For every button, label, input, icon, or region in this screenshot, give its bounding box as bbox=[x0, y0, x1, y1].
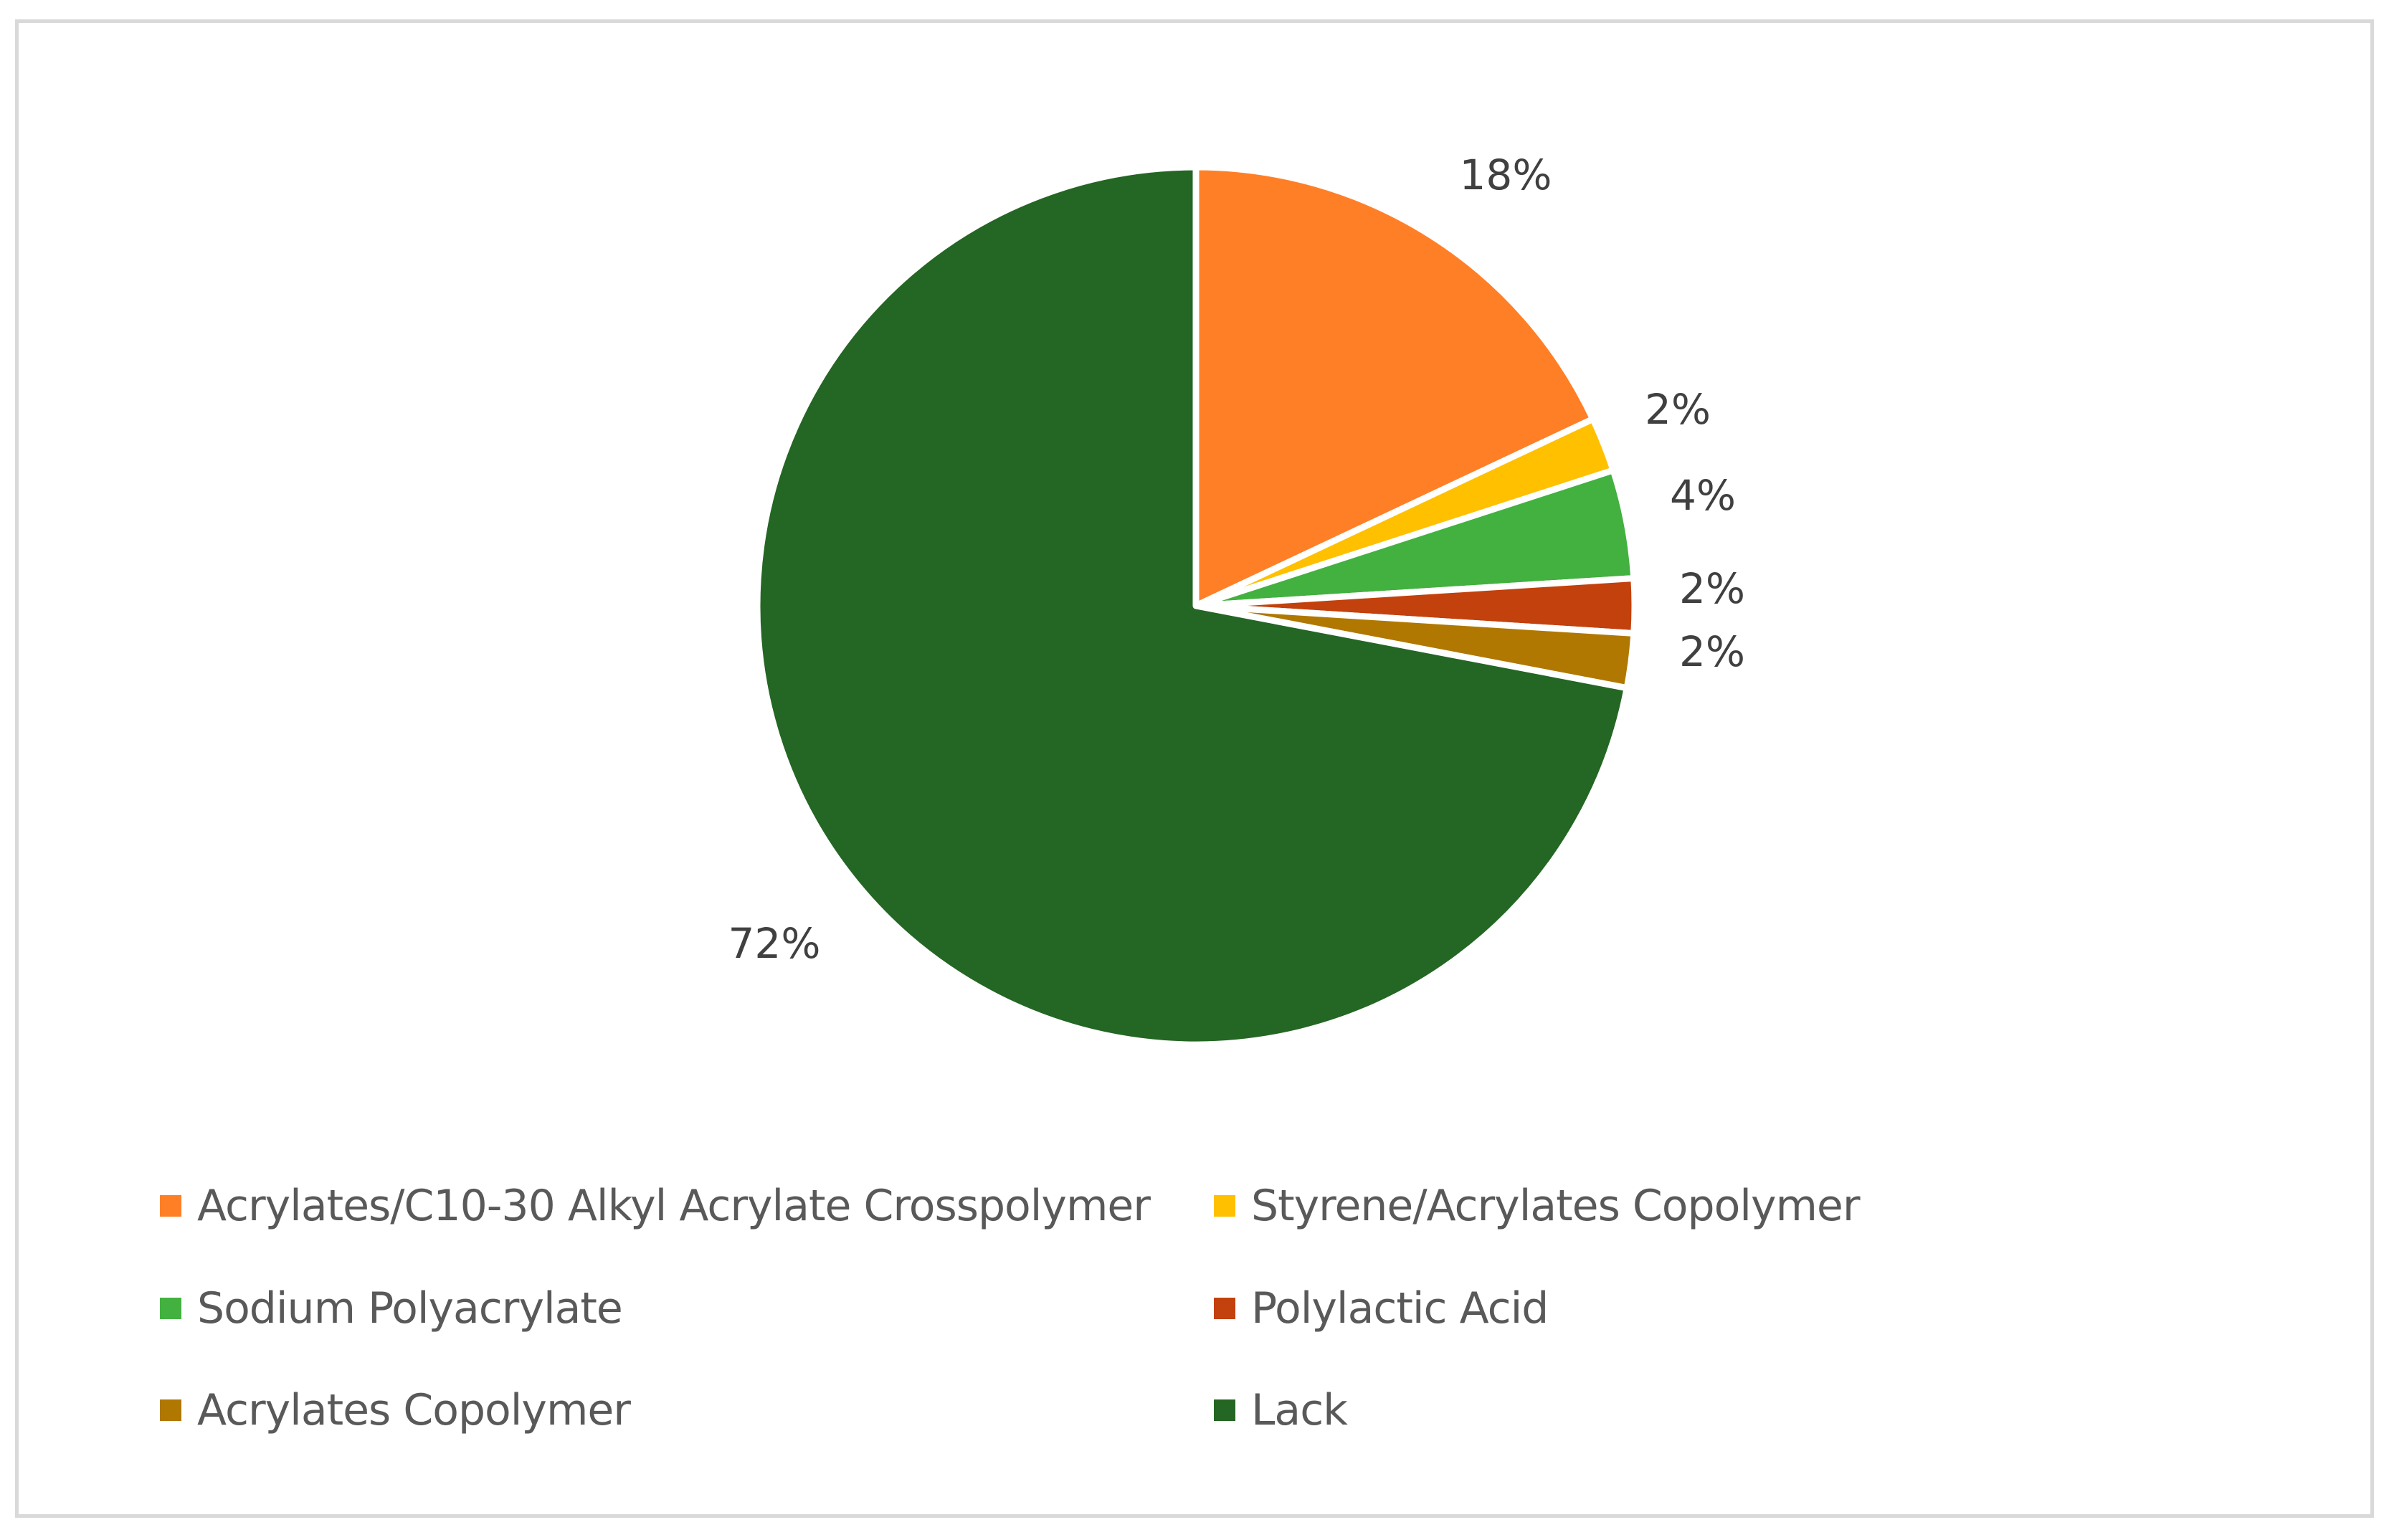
data-label-acrylates-c10-30: 18% bbox=[1460, 151, 1552, 199]
pie-slice-acrylates-c10-30 bbox=[1192, 163, 1597, 609]
legend-swatch-lack bbox=[1214, 1399, 1235, 1421]
legend-swatch-polylactic-acid bbox=[1214, 1298, 1235, 1319]
pie-slices bbox=[754, 163, 1638, 1048]
legend-label-lack: Lack bbox=[1251, 1385, 1348, 1435]
data-label-lack: 72% bbox=[728, 919, 821, 968]
legend-item-acrylates-c10-30: Acrylates/C10-30 Alkyl Acrylate Crosspol… bbox=[160, 1177, 1151, 1235]
legend-label-acrylates-c10-30: Acrylates/C10-30 Alkyl Acrylate Crosspol… bbox=[197, 1181, 1151, 1231]
pie-slice-lack bbox=[754, 163, 1630, 1048]
legend-swatch-acrylates-copolymer bbox=[160, 1399, 181, 1421]
data-label-acrylates-copolymer: 2% bbox=[1679, 627, 1745, 676]
legend-label-sodium-polyacrylate: Sodium Polyacrylate bbox=[197, 1283, 623, 1334]
legend-swatch-sodium-polyacrylate bbox=[160, 1298, 181, 1319]
legend-item-acrylates-copolymer: Acrylates Copolymer bbox=[160, 1382, 631, 1439]
legend-item-sodium-polyacrylate: Sodium Polyacrylate bbox=[160, 1280, 623, 1337]
legend-item-polylactic-acid: Polylactic Acid bbox=[1214, 1280, 1549, 1337]
legend-swatch-styrene-acrylates bbox=[1214, 1195, 1235, 1217]
legend-label-styrene-acrylates: Styrene/Acrylates Copolymer bbox=[1251, 1181, 1861, 1231]
legend-item-lack: Lack bbox=[1214, 1382, 1348, 1439]
legend-item-styrene-acrylates: Styrene/Acrylates Copolymer bbox=[1214, 1177, 1861, 1235]
legend-label-polylactic-acid: Polylactic Acid bbox=[1251, 1283, 1549, 1334]
legend-swatch-acrylates-c10-30 bbox=[160, 1195, 181, 1217]
legend-label-acrylates-copolymer: Acrylates Copolymer bbox=[197, 1385, 631, 1435]
data-label-sodium-polyacrylate: 4% bbox=[1670, 471, 1736, 520]
data-label-styrene-acrylates: 2% bbox=[1645, 385, 1711, 434]
pie-data-labels: 18% 2% 4% 2% 2% 72% bbox=[728, 151, 1745, 968]
data-label-polylactic-acid: 2% bbox=[1679, 564, 1745, 613]
